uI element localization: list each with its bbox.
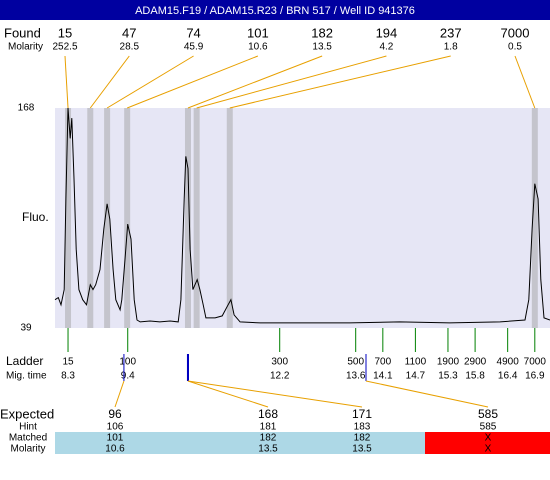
expected-connector: [114, 380, 125, 408]
found-connector: [514, 55, 536, 109]
expected-value: 168: [258, 407, 278, 421]
ladder-size: 300: [271, 357, 288, 368]
found-band: [65, 108, 72, 328]
title: ADAM15.F19 / ADAM15.R23 / BRN 517 / Well…: [135, 5, 415, 17]
expected-matched: 182: [354, 433, 371, 444]
ladder-size: 500: [347, 357, 364, 368]
y-tick-label: 168: [18, 103, 35, 114]
ladder-label: Ladder: [6, 354, 43, 368]
expected-connector: [365, 380, 489, 408]
ladder-size: 1100: [405, 357, 427, 368]
ladder-size: 700: [374, 357, 391, 368]
found-label: Found: [4, 25, 41, 40]
expected-hint: 181: [260, 422, 277, 433]
found-connector: [196, 55, 387, 109]
found-molarity: 252.5: [52, 42, 77, 53]
found-size: 74: [186, 25, 200, 40]
ladder-time: 16.4: [498, 371, 518, 382]
ladder-size: 7000: [524, 357, 547, 368]
found-band: [87, 108, 94, 328]
expected-value: 96: [108, 407, 122, 421]
ladder-time: 15.8: [465, 371, 485, 382]
found-molarity: 28.5: [120, 42, 140, 53]
ladder-size: 2900: [464, 357, 487, 368]
expected-hint: 183: [354, 422, 371, 433]
expected-matched: 101: [107, 433, 124, 444]
ladder-size: 4900: [497, 357, 520, 368]
match-cell: [190, 432, 315, 454]
y-label: Fluo.: [22, 210, 49, 224]
match-cell: [315, 432, 425, 454]
mig-time-label: Mig. time: [6, 371, 47, 382]
found-size: 7000: [501, 25, 530, 40]
expected-value: 171: [352, 407, 372, 421]
expected-molarity: 10.6: [105, 444, 125, 455]
ladder-size: 100: [119, 357, 136, 368]
plot-area: [55, 108, 550, 328]
expected-value: 585: [478, 407, 498, 421]
found-connector: [89, 55, 130, 109]
ladder-time: 14.1: [373, 371, 393, 382]
found-connector: [229, 55, 451, 109]
found-connector: [106, 55, 194, 109]
found-band: [531, 108, 538, 328]
matched-label: Matched: [9, 433, 47, 444]
found-size: 237: [440, 25, 462, 40]
expected-label: Expected: [0, 406, 54, 421]
found-connector: [64, 55, 69, 109]
found-molarity: 4.2: [379, 42, 393, 53]
ladder-time: 15.3: [438, 371, 458, 382]
found-band: [226, 108, 233, 328]
found-connector: [187, 55, 323, 109]
expected-molarity: X: [485, 444, 492, 455]
expected-matched: X: [485, 433, 492, 444]
found-size: 47: [122, 25, 136, 40]
expected-molarity-label: Molarity: [10, 444, 45, 455]
found-connector: [127, 55, 259, 109]
found-size: 15: [58, 25, 72, 40]
found-band: [184, 108, 191, 328]
expected-molarity: 13.5: [352, 444, 372, 455]
found-molarity: 0.5: [508, 42, 522, 53]
found-size: 101: [247, 25, 269, 40]
found-molarity: 13.5: [312, 42, 332, 53]
found-size: 194: [376, 25, 398, 40]
found-molarity: 45.9: [184, 42, 204, 53]
match-cell: [425, 432, 550, 454]
found-band: [124, 108, 131, 328]
molarity-label: Molarity: [8, 42, 43, 53]
ladder-time: 16.9: [525, 371, 545, 382]
expected-molarity: 13.5: [258, 444, 278, 455]
found-size: 182: [311, 25, 333, 40]
ladder-time: 9.4: [121, 371, 135, 382]
ladder-time: 12.2: [270, 371, 290, 382]
ladder-time: 14.7: [406, 371, 426, 382]
hint-label: Hint: [19, 422, 37, 433]
expected-hint: 106: [107, 422, 124, 433]
ladder-time: 8.3: [61, 371, 75, 382]
found-band: [193, 108, 200, 328]
found-molarity: 10.6: [248, 42, 268, 53]
trace: [54, 107, 550, 324]
expected-hint: 585: [480, 422, 497, 433]
ladder-size: 1900: [437, 357, 460, 368]
expected-matched: 182: [260, 433, 277, 444]
y-tick-label: 39: [20, 323, 32, 334]
found-band: [104, 108, 111, 328]
match-cell: [55, 432, 190, 454]
found-molarity: 1.8: [444, 42, 458, 53]
expected-connector: [187, 380, 269, 408]
ladder-size: 15: [62, 357, 74, 368]
ladder-time: 13.6: [346, 371, 366, 382]
expected-connector: [187, 380, 363, 408]
title-bar: [0, 0, 550, 20]
